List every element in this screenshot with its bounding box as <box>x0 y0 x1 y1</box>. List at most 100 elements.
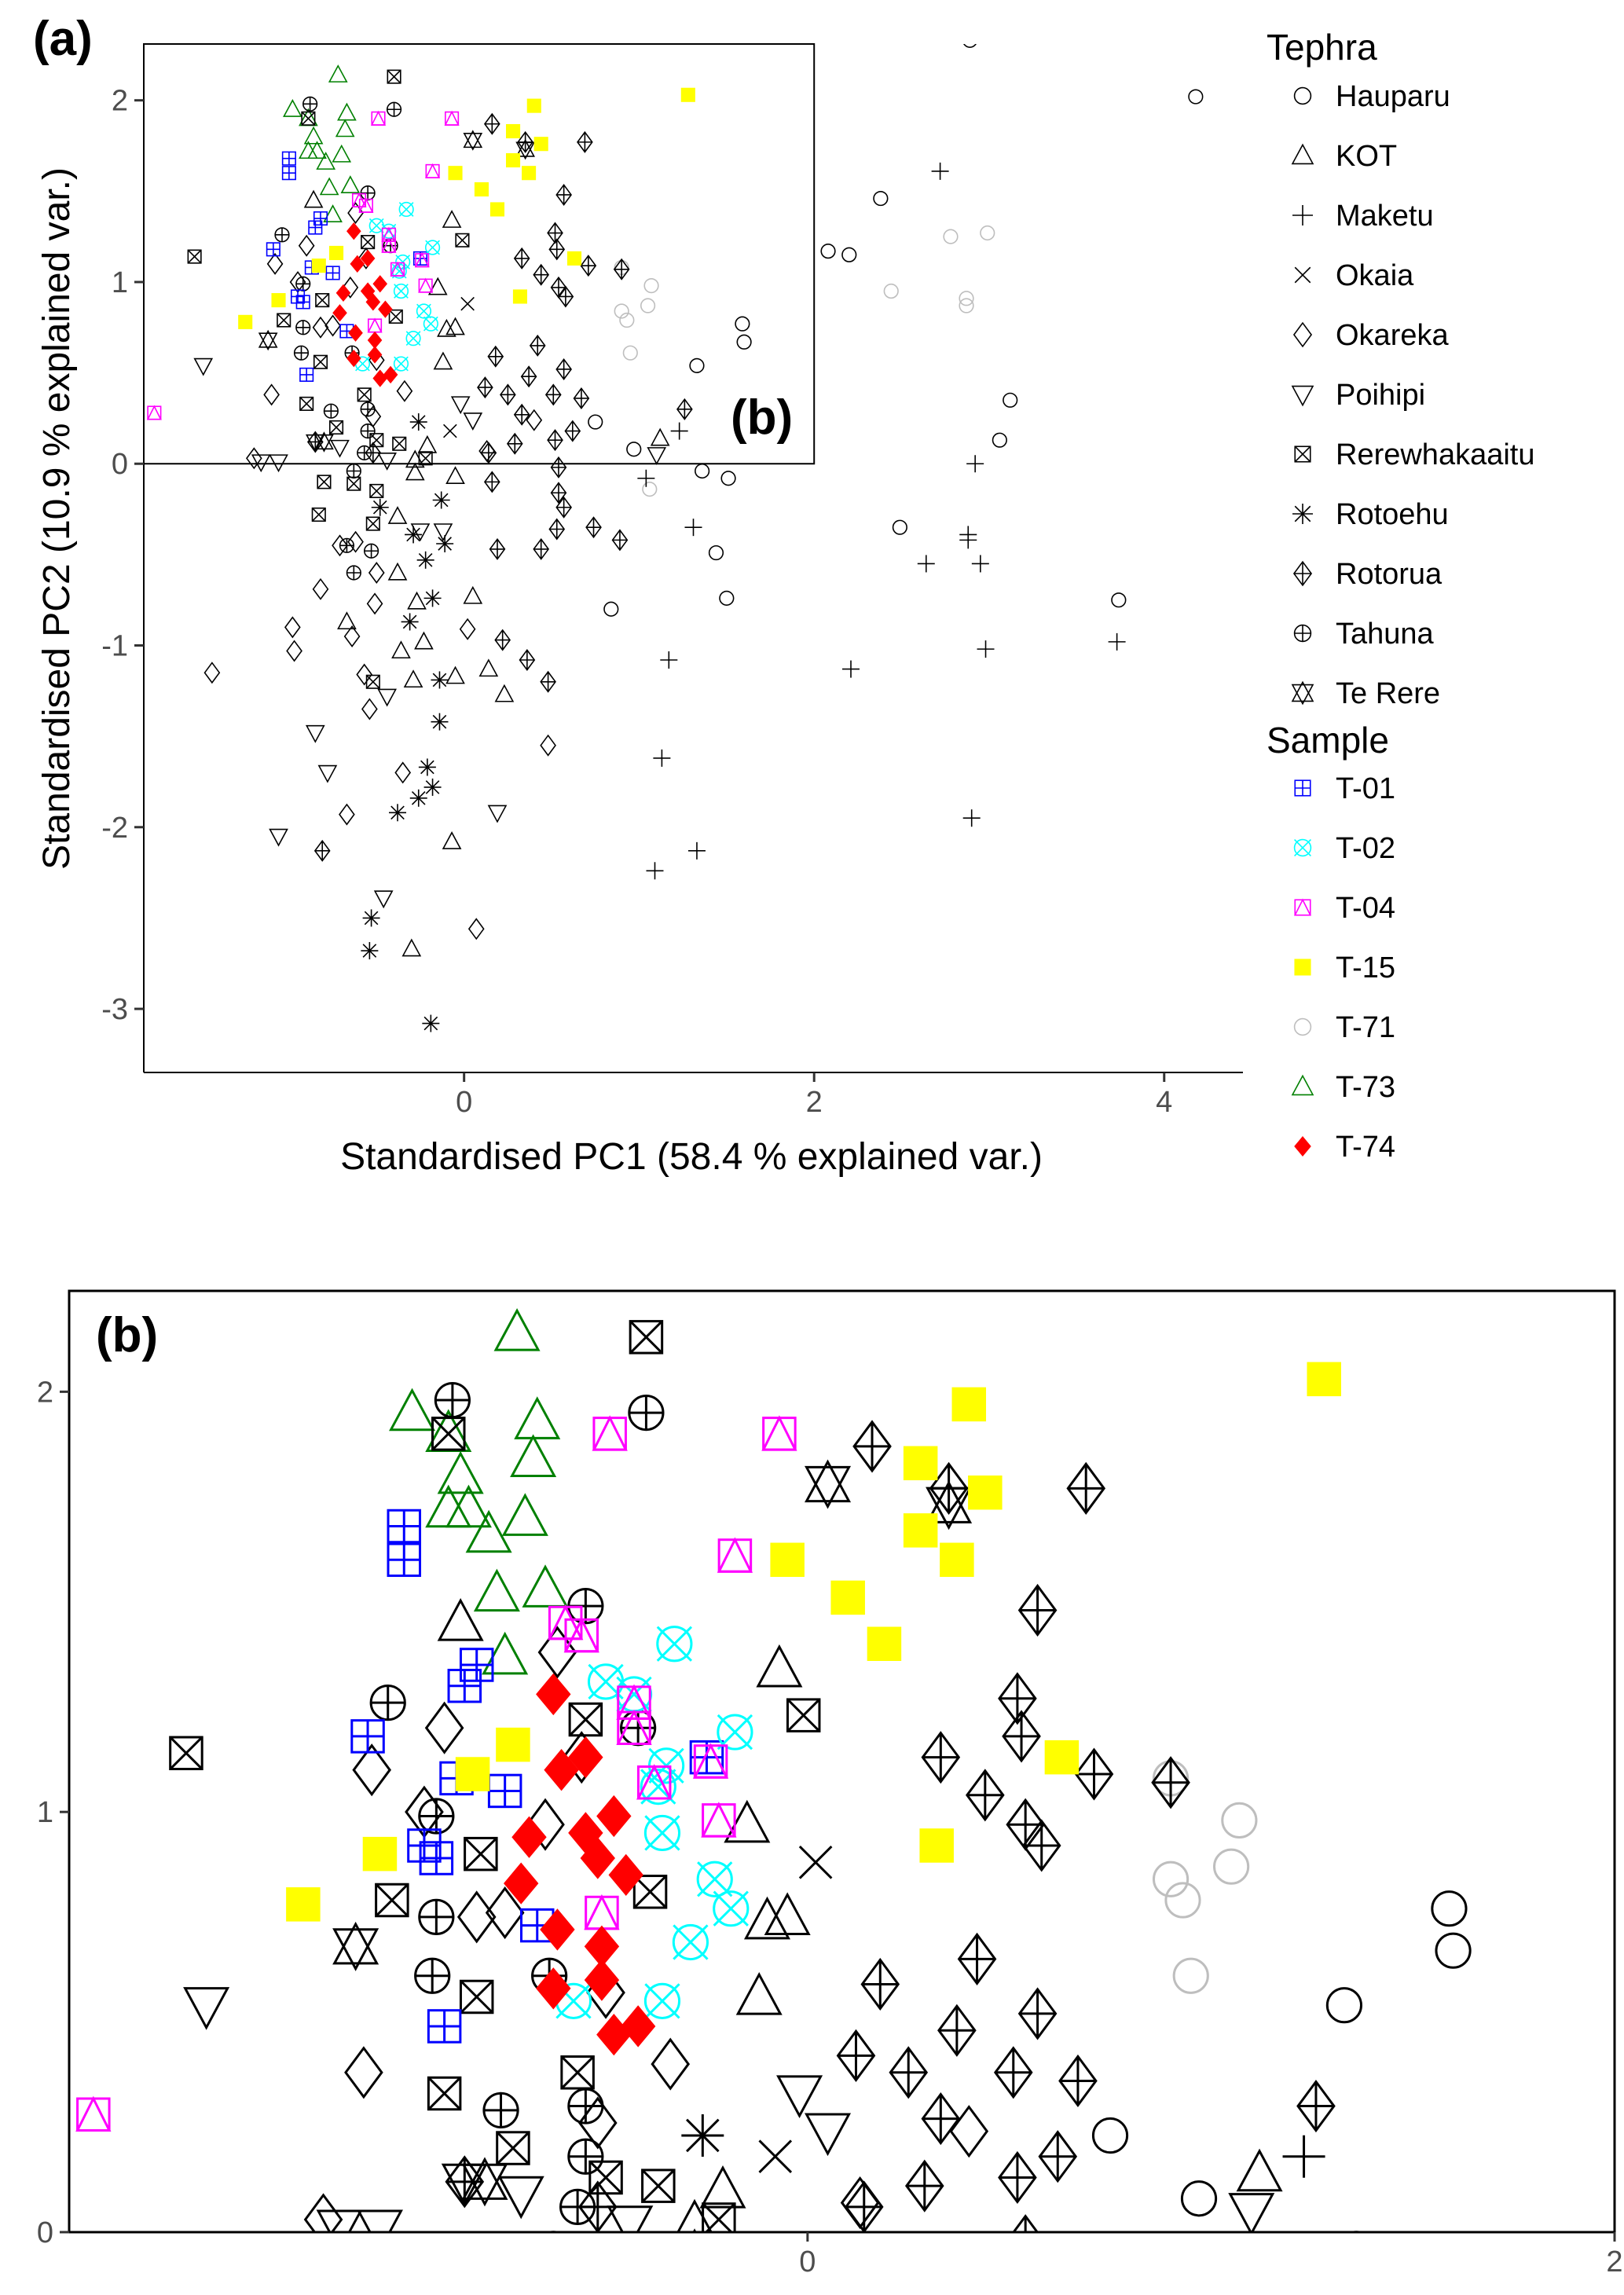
data-point-kot <box>403 669 423 688</box>
data-point-t-04 <box>425 163 441 178</box>
data-point-t-73 <box>283 99 302 117</box>
data-point-t-15 <box>474 181 489 197</box>
data-point-tahuna <box>418 1898 455 1935</box>
data-point-maketu <box>841 660 860 678</box>
legend-symbol-rotoehu <box>1292 504 1313 524</box>
data-point-rotorua <box>580 255 597 277</box>
data-point-t-74 <box>383 365 398 384</box>
data-point-poihipi <box>356 2209 403 2232</box>
data-point-t-04 <box>381 226 397 242</box>
data-point-te-rere <box>314 431 334 453</box>
data-point-rotorua <box>1002 1710 1041 1763</box>
data-point-poihipi <box>305 724 325 743</box>
data-point-rotorua <box>1017 1987 1058 2040</box>
data-point-okareka <box>526 1798 565 1851</box>
data-point-t-04 <box>381 237 397 253</box>
data-point-t-71 <box>943 229 959 244</box>
data-point-rerewhakaaitu <box>277 313 291 328</box>
data-point-tahuna <box>360 185 376 201</box>
legend-item-label: Hauparu <box>1336 80 1450 113</box>
data-point-maketu <box>660 651 678 669</box>
data-point-hauparu <box>892 519 907 535</box>
data-point-rotorua <box>540 670 556 693</box>
data-point-maketu <box>971 555 989 573</box>
data-point-t-15 <box>526 98 541 113</box>
data-point-rotorua <box>483 112 500 135</box>
data-point-rotorua <box>1012 2214 1039 2232</box>
data-point-hauparu <box>1349 2231 1364 2232</box>
data-point-rotorua <box>585 516 602 539</box>
x-tick-label: 2 <box>806 1086 823 1119</box>
legend-symbol-t-74 <box>1294 1136 1311 1157</box>
data-point-poihipi <box>251 454 271 473</box>
data-point-t-74 <box>372 369 388 387</box>
data-point-t-02 <box>717 1714 753 1751</box>
data-point-tahuna <box>369 1685 406 1721</box>
y-axis-title: Standardised PC2 (10.9 % explained var.) <box>36 167 78 870</box>
data-point-rerewhakaaitu <box>346 476 361 491</box>
data-point-okareka <box>361 698 378 720</box>
data-point-rotoehu <box>361 942 379 960</box>
data-point-hauparu <box>626 442 642 457</box>
data-point-t-15 <box>512 289 528 304</box>
data-point-okareka <box>263 383 280 406</box>
data-point-hauparu <box>1003 392 1018 408</box>
data-point-hauparu <box>1180 2180 1218 2217</box>
legend-item-label: T-04 <box>1336 892 1395 925</box>
data-point-t-15 <box>1044 1740 1080 1775</box>
data-point-okareka <box>368 562 385 584</box>
data-point-rotorua <box>550 482 567 504</box>
data-point-t-71 <box>980 225 995 241</box>
data-point-okareka <box>298 234 315 257</box>
data-point-t-01 <box>313 211 328 226</box>
legend: Tephra Sample Hauparu KOT Maketu Okaia Okare… <box>1267 27 1534 1164</box>
legend-sample-title: Sample <box>1267 720 1389 761</box>
data-point-t-73 <box>328 64 348 82</box>
data-point-t-15 <box>680 87 695 102</box>
data-point-rotorua <box>520 365 537 388</box>
data-point-rotorua <box>544 383 562 406</box>
data-point-hauparu <box>720 471 736 486</box>
data-point-okareka <box>366 592 383 615</box>
legend-item-label: Okaia <box>1336 259 1414 292</box>
data-point-rotorua <box>1021 1819 1061 1872</box>
data-point-rotoehu <box>423 589 442 607</box>
data-point-t-71 <box>642 482 658 497</box>
data-point-t-15 <box>903 1513 938 1548</box>
data-point-t-15 <box>522 166 537 181</box>
data-point-t-02 <box>672 1923 709 1961</box>
data-point-t-71 <box>622 345 638 361</box>
data-point-rerewhakaaitu <box>560 2055 595 2090</box>
data-point-t-74 <box>360 249 376 268</box>
panel-a: 0 2 4 2 1 0 -1 -2 -3 <box>101 43 1243 1119</box>
data-point-t-71 <box>883 283 899 299</box>
data-point-t-73 <box>337 102 357 121</box>
data-point-kot <box>437 1598 484 1641</box>
data-point-rotoehu <box>418 758 436 776</box>
data-point-t-71 <box>619 312 635 328</box>
data-point-t-73 <box>501 1493 548 1536</box>
data-point-kot <box>407 591 427 610</box>
data-point-poihipi <box>497 2176 544 2220</box>
data-point-rerewhakaaitu <box>427 2076 462 2111</box>
data-point-poihipi <box>330 439 350 458</box>
data-point-rerewhakaaitu <box>464 1836 498 1872</box>
data-point-t-73 <box>323 204 343 222</box>
data-point-t-71 <box>959 291 974 306</box>
data-point-t-73 <box>465 1509 512 1553</box>
data-point-t-02 <box>696 1861 733 1897</box>
data-point-t-15 <box>968 1475 1003 1510</box>
data-point-kot <box>433 351 453 370</box>
data-point-rotorua <box>483 471 500 493</box>
data-point-t-04 <box>370 110 387 126</box>
legend-symbol-rotorua <box>1292 560 1313 587</box>
data-point-rerewhakaaitu <box>369 483 384 498</box>
data-point-okaia <box>460 296 475 311</box>
data-point-rerewhakaaitu <box>299 396 314 411</box>
data-point-tahuna <box>414 1957 451 1994</box>
data-point-kot <box>303 189 324 208</box>
data-point-kot <box>699 2165 746 2209</box>
data-point-t-01 <box>281 166 296 181</box>
data-point-kot <box>735 1971 783 2015</box>
data-point-rerewhakaaitu <box>629 1320 664 1355</box>
